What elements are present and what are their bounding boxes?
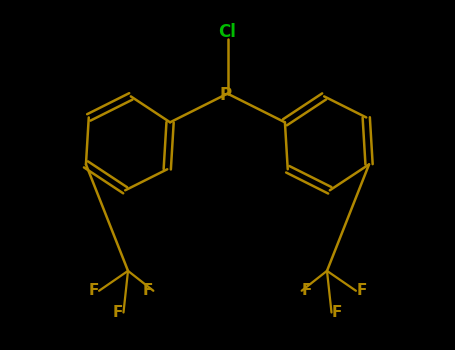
Text: F: F <box>332 305 342 320</box>
Text: F: F <box>113 305 123 320</box>
Text: Cl: Cl <box>218 23 237 41</box>
Text: F: F <box>88 283 99 298</box>
Text: F: F <box>356 283 367 298</box>
Text: F: F <box>302 283 312 298</box>
Text: F: F <box>143 283 153 298</box>
Text: P: P <box>220 86 232 104</box>
